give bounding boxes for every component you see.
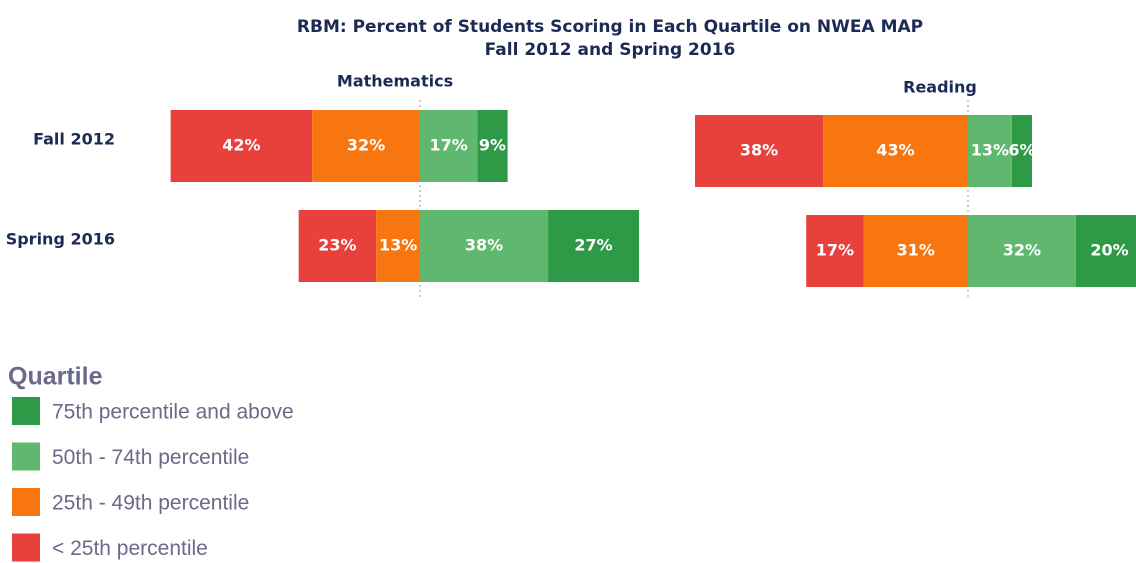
value-label: 38% <box>740 141 778 160</box>
bar-segment <box>806 215 864 287</box>
legend-label: 25th - 49th percentile <box>52 492 249 515</box>
legend-label: 75th percentile and above <box>52 401 294 424</box>
value-label: 27% <box>574 236 612 255</box>
legend-label: < 25th percentile <box>52 537 208 560</box>
bar-segment <box>1011 115 1033 187</box>
bar-segment <box>968 215 1076 287</box>
legend-label: 50th - 74th percentile <box>52 446 249 469</box>
chart-subtitle: Fall 2012 and Spring 2016 <box>485 40 736 60</box>
value-label: 32% <box>347 136 385 155</box>
legend-swatch <box>12 533 40 562</box>
value-label: 13% <box>379 236 417 255</box>
bar-segment <box>968 115 1012 187</box>
value-label: 43% <box>876 141 914 160</box>
value-label: 23% <box>318 236 356 255</box>
value-label: 17% <box>816 241 854 260</box>
panel-title: Mathematics <box>337 72 453 91</box>
value-label: 20% <box>1090 241 1128 260</box>
bar-segment <box>298 210 377 282</box>
bar-segment <box>170 110 313 182</box>
value-label: 42% <box>222 136 260 155</box>
bar-segment <box>863 215 968 287</box>
value-label: 9% <box>479 136 506 155</box>
legend-title: Quartile <box>8 363 103 391</box>
value-label: 31% <box>897 241 935 260</box>
chart-title: RBM: Percent of Students Scoring in Each… <box>297 17 923 37</box>
bar-segment <box>548 210 640 282</box>
legend-swatch <box>12 488 40 516</box>
legend-swatch <box>12 442 40 471</box>
bar-segment <box>420 110 478 182</box>
category-label: Spring 2016 <box>6 230 115 249</box>
value-label: 13% <box>971 141 1009 160</box>
bar-segment <box>1075 215 1136 287</box>
bar-segment <box>695 115 824 187</box>
category-label: Fall 2012 <box>33 130 115 149</box>
bar-segment <box>823 115 968 187</box>
legend-swatch <box>12 397 40 425</box>
value-label: 32% <box>1003 241 1041 260</box>
bar-segment <box>312 110 420 182</box>
value-label: 17% <box>429 136 467 155</box>
value-label: 6% <box>1008 141 1035 160</box>
bar-segment <box>376 210 420 282</box>
bar-segment <box>420 210 549 282</box>
bar-segment <box>477 110 508 182</box>
panel-title: Reading <box>903 78 977 97</box>
value-label: 38% <box>465 236 503 255</box>
